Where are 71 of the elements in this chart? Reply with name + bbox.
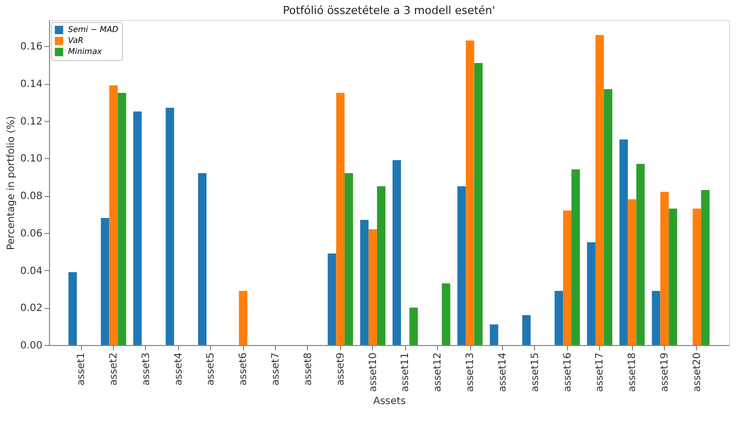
y-tick-label: 0.06: [20, 228, 42, 240]
bar: [457, 186, 466, 345]
y-tick-label: 0.00: [20, 340, 42, 352]
x-tick-label: asset19: [660, 352, 670, 392]
x-tick-label: asset16: [562, 352, 574, 392]
x-tick-label: asset3: [140, 352, 152, 386]
y-tick-label: 0.14: [20, 79, 42, 90]
x-tick-label: asset12: [432, 352, 444, 392]
x-axis-title: Assets: [373, 396, 406, 407]
bar: [563, 210, 572, 345]
x-tick-label: asset17: [594, 352, 606, 392]
bar: [68, 272, 77, 345]
bar: [109, 85, 118, 345]
legend-label: VaR: [68, 36, 84, 45]
x-tick-label: asset11: [400, 352, 412, 392]
x-tick-label: asset13: [465, 352, 476, 392]
bar: [360, 220, 369, 345]
bar: [522, 315, 531, 345]
chart-title: Potfólió összetétele a 3 modell esetén': [282, 4, 496, 17]
bar: [604, 89, 612, 345]
y-tick-label: 0.12: [20, 116, 42, 128]
bar: [409, 308, 418, 345]
x-tick-label: asset1: [76, 352, 88, 386]
bar: [660, 192, 669, 345]
bar: [368, 229, 378, 345]
x-tick-label: asset14: [497, 352, 508, 392]
bar: [442, 283, 450, 345]
bar: [652, 290, 660, 345]
x-tick-label: asset18: [627, 352, 638, 392]
bar: [490, 324, 498, 345]
bar: [344, 173, 354, 345]
bar: [628, 199, 636, 345]
x-tick-label: asset8: [302, 352, 314, 386]
bar: [701, 190, 710, 345]
bar: [166, 108, 174, 345]
x-tick-label: asset2: [108, 352, 120, 386]
bar: [474, 62, 483, 345]
legend-label: Semi − MAD: [68, 25, 118, 34]
bar: [392, 160, 401, 345]
x-tick-label: asset20: [692, 352, 703, 392]
bar: [554, 290, 564, 345]
bar: [133, 112, 142, 345]
x-tick-label: asset4: [173, 352, 184, 386]
bar: [587, 242, 596, 345]
bar: [336, 92, 345, 345]
bar: [692, 208, 702, 345]
x-tick-label: asset9: [335, 352, 346, 386]
y-axis-title: Percentage in portfolio (%): [6, 116, 18, 250]
x-tick-label: asset5: [206, 352, 217, 386]
y-tick-label: 0.16: [20, 42, 42, 53]
legend-label: Minimax: [68, 47, 102, 56]
bar: [377, 186, 386, 345]
y-tick-label: 0.10: [20, 154, 42, 165]
x-tick-label: asset10: [368, 352, 379, 392]
bar: [100, 218, 110, 345]
bar: [238, 290, 248, 345]
y-tick-label: 0.08: [20, 191, 42, 202]
y-tick-label: 0.04: [20, 266, 42, 277]
bar: [571, 169, 580, 345]
x-tick-label: asset15: [530, 352, 541, 392]
bar: [595, 34, 604, 345]
x-tick-label: asset6: [238, 352, 250, 386]
y-tick-label: 0.02: [20, 303, 42, 314]
bar: [328, 253, 336, 345]
bar: [118, 92, 126, 345]
x-tick-label: asset7: [270, 352, 282, 386]
bar: [198, 173, 207, 345]
bar: [619, 140, 628, 345]
bar: [466, 40, 474, 345]
bar: [636, 164, 645, 345]
bar: [668, 208, 678, 345]
